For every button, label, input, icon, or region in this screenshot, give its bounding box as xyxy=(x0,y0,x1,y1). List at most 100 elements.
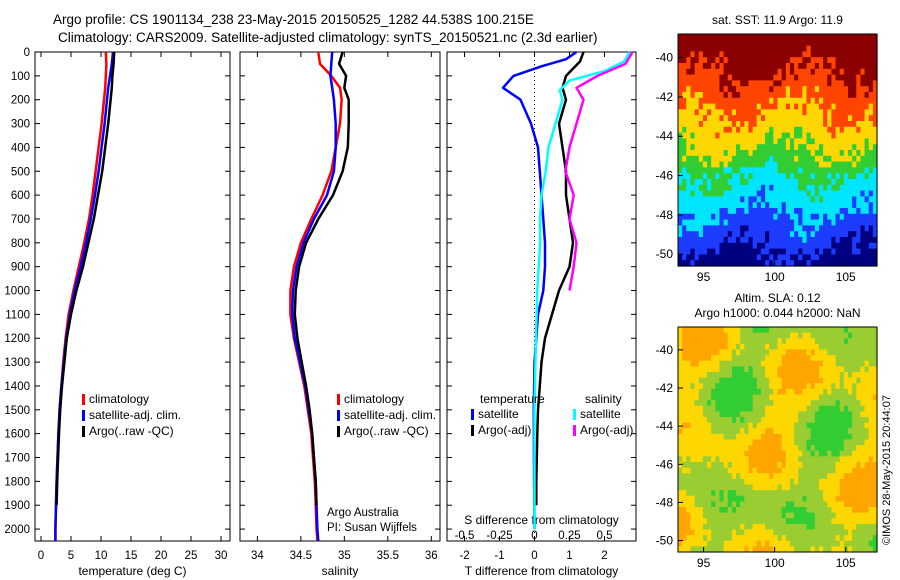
map-cell xyxy=(798,388,803,396)
map-cell xyxy=(769,349,774,356)
plot-frame xyxy=(239,51,441,542)
map-cell xyxy=(818,535,824,542)
map-cell xyxy=(781,179,787,186)
map-cell xyxy=(868,161,874,168)
map-cell xyxy=(868,540,874,547)
map-cell xyxy=(769,439,774,446)
map-cell xyxy=(864,173,870,180)
map-cell xyxy=(736,132,741,139)
x-tick-label: 25 xyxy=(185,550,198,562)
map-cell xyxy=(769,512,774,519)
map-cell xyxy=(719,254,725,261)
map-cell xyxy=(818,260,824,267)
map-cell xyxy=(843,417,849,424)
map-cell xyxy=(777,57,783,64)
map-cell xyxy=(756,433,762,441)
map-cell xyxy=(835,428,841,435)
map-cell xyxy=(736,439,741,446)
map-cell xyxy=(686,68,692,76)
map-cell xyxy=(860,546,866,553)
map-cell xyxy=(835,343,841,351)
map-cell xyxy=(852,546,857,553)
map-cell xyxy=(773,196,779,203)
map-cell xyxy=(860,150,866,157)
map-cell xyxy=(789,394,795,401)
map-cell xyxy=(802,473,808,480)
map-cell xyxy=(852,179,857,186)
map-cell xyxy=(702,132,708,139)
map-cell xyxy=(773,383,779,390)
map-cell xyxy=(765,231,770,238)
map-cell xyxy=(740,109,745,116)
map-cell xyxy=(860,202,866,209)
map-cell xyxy=(856,45,862,52)
map-cell xyxy=(765,343,770,351)
map-cell xyxy=(802,225,808,232)
map-cell xyxy=(781,428,787,435)
map-cell xyxy=(773,355,779,362)
map-cell xyxy=(760,450,766,457)
map-cell xyxy=(818,92,824,99)
map-cell xyxy=(769,144,774,151)
map-cell xyxy=(868,132,874,139)
map-cell xyxy=(744,184,750,192)
map-cell xyxy=(806,428,812,435)
map-cell xyxy=(723,45,729,52)
map-cell xyxy=(773,405,779,412)
map-cell xyxy=(785,405,791,412)
map-cell xyxy=(765,332,770,339)
map-cell xyxy=(827,478,832,486)
map-cell xyxy=(810,388,816,396)
map-cell xyxy=(740,422,745,429)
map-cell xyxy=(831,86,837,93)
map-cell xyxy=(810,126,816,134)
map-cell xyxy=(760,484,766,491)
map-cell xyxy=(810,478,816,486)
map-cell xyxy=(802,535,808,542)
map-cell xyxy=(711,74,716,81)
map-cell xyxy=(765,535,770,542)
map-cell xyxy=(864,523,870,531)
map-cell xyxy=(748,377,754,384)
map-x-tick-label: 100 xyxy=(765,270,785,284)
map-cell xyxy=(702,490,708,497)
map-cell xyxy=(843,150,849,157)
map-cell xyxy=(740,445,745,452)
map-cell xyxy=(769,394,774,401)
map-cell xyxy=(843,501,849,508)
map-cell xyxy=(711,45,716,52)
map-cell xyxy=(769,80,774,87)
map-cell xyxy=(814,439,820,446)
map-cell xyxy=(831,80,837,87)
map-cell xyxy=(810,208,816,215)
map-cell xyxy=(682,126,687,134)
map-cell xyxy=(765,360,770,367)
map-cell xyxy=(856,86,862,93)
map-cell xyxy=(843,377,849,384)
map-cell xyxy=(727,74,733,81)
map-cell xyxy=(856,74,862,81)
map-cell xyxy=(827,529,832,536)
map-cell xyxy=(719,343,725,351)
map-cell xyxy=(872,213,878,221)
map-cell xyxy=(736,179,741,186)
map-cell xyxy=(723,433,729,441)
map-cell xyxy=(831,126,837,134)
map-cell xyxy=(736,417,741,424)
map-cell xyxy=(719,45,725,52)
map-cell xyxy=(707,405,712,412)
map-cell xyxy=(818,394,824,401)
map-cell xyxy=(694,150,700,157)
map-cell xyxy=(694,445,700,452)
map-cell xyxy=(847,231,853,238)
map-cell xyxy=(736,138,741,145)
map-cell xyxy=(831,411,837,418)
map-cell xyxy=(727,173,733,180)
map-cell xyxy=(781,57,787,64)
map-cell xyxy=(702,34,708,41)
map-cell xyxy=(872,161,878,168)
map-cell xyxy=(818,237,824,244)
map-cell xyxy=(760,184,766,192)
map-cell xyxy=(715,167,721,174)
map-cell xyxy=(723,260,729,267)
